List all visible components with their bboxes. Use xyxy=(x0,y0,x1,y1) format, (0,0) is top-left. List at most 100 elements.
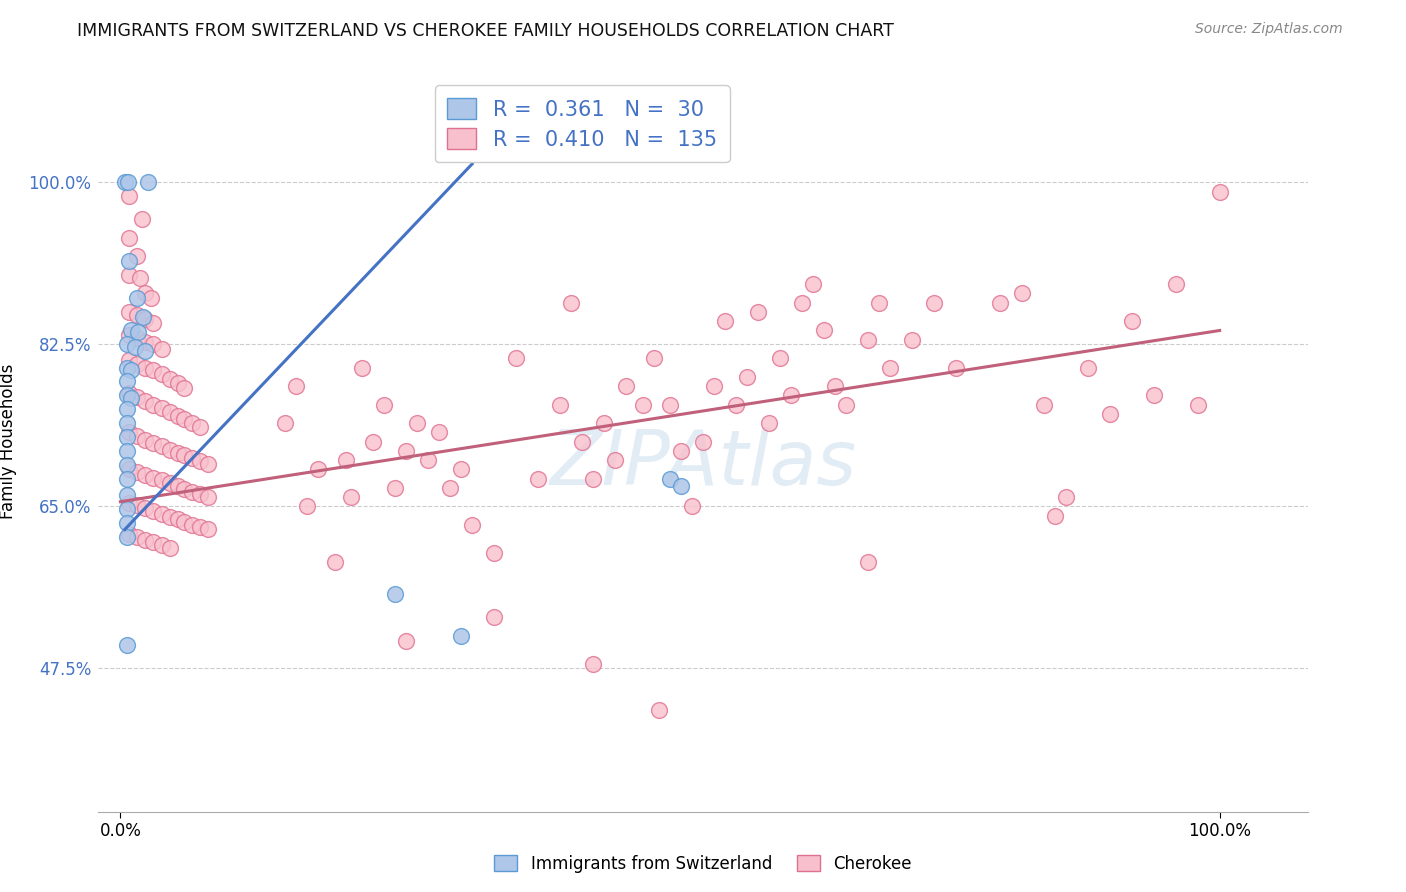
Y-axis label: Family Households: Family Households xyxy=(0,364,17,519)
Point xyxy=(127,326,149,340)
Point xyxy=(115,443,138,458)
Point xyxy=(735,369,758,384)
Point xyxy=(141,291,163,305)
Point xyxy=(125,530,148,544)
Point xyxy=(1187,397,1209,411)
Point xyxy=(384,587,406,601)
Point xyxy=(361,434,384,449)
Point xyxy=(571,434,593,449)
Point xyxy=(582,657,605,671)
Point xyxy=(659,471,682,485)
Point xyxy=(173,482,195,496)
Point xyxy=(395,633,418,648)
Point xyxy=(352,360,374,375)
Point xyxy=(118,254,141,268)
Point xyxy=(631,397,654,411)
Point xyxy=(120,391,142,405)
Point xyxy=(758,416,780,430)
Point xyxy=(603,453,626,467)
Point xyxy=(439,481,461,495)
Point xyxy=(1208,185,1230,199)
Point xyxy=(115,360,138,375)
Point xyxy=(150,538,173,552)
Point xyxy=(159,442,181,457)
Text: Source: ZipAtlas.com: Source: ZipAtlas.com xyxy=(1195,22,1343,37)
Point xyxy=(166,479,188,493)
Point xyxy=(142,397,165,411)
Point xyxy=(159,476,181,491)
Point xyxy=(1121,314,1143,328)
Point xyxy=(1077,360,1099,375)
Point xyxy=(692,434,714,449)
Legend: Immigrants from Switzerland, Cherokee: Immigrants from Switzerland, Cherokee xyxy=(488,848,918,880)
Point xyxy=(856,555,879,569)
Text: ZIPAtlas: ZIPAtlas xyxy=(550,426,856,500)
Point xyxy=(159,509,181,524)
Point xyxy=(115,530,138,544)
Point xyxy=(125,308,148,322)
Point xyxy=(188,487,211,501)
Point xyxy=(593,416,616,430)
Point xyxy=(180,451,202,466)
Point xyxy=(790,295,813,310)
Point xyxy=(835,397,858,411)
Point xyxy=(114,175,136,190)
Point xyxy=(120,363,142,377)
Point xyxy=(118,462,141,476)
Point xyxy=(142,363,165,377)
Point xyxy=(118,189,141,203)
Point xyxy=(1032,397,1054,411)
Point xyxy=(188,519,211,533)
Point xyxy=(1098,407,1121,421)
Point xyxy=(285,379,308,393)
Point xyxy=(747,305,769,319)
Point xyxy=(134,343,156,358)
Point xyxy=(582,471,605,485)
Point xyxy=(1143,388,1166,402)
Point xyxy=(681,500,703,514)
Point xyxy=(142,535,165,549)
Point xyxy=(120,324,142,338)
Point xyxy=(505,351,527,366)
Point xyxy=(395,443,418,458)
Point xyxy=(166,409,188,423)
Point xyxy=(1011,286,1033,301)
Point xyxy=(1043,508,1066,523)
Point xyxy=(125,249,148,264)
Point xyxy=(134,393,156,408)
Point xyxy=(901,333,924,347)
Point xyxy=(166,376,188,391)
Point xyxy=(340,490,363,504)
Point xyxy=(813,324,835,338)
Point xyxy=(115,638,138,652)
Point xyxy=(384,481,406,495)
Point xyxy=(159,541,181,555)
Point xyxy=(643,351,665,366)
Point xyxy=(150,367,173,381)
Point xyxy=(527,471,550,485)
Text: IMMIGRANTS FROM SWITZERLAND VS CHEROKEE FAMILY HOUSEHOLDS CORRELATION CHART: IMMIGRANTS FROM SWITZERLAND VS CHEROKEE … xyxy=(77,22,894,40)
Point xyxy=(648,703,671,717)
Point xyxy=(714,314,737,328)
Point xyxy=(780,388,803,402)
Point xyxy=(450,462,472,476)
Point xyxy=(159,371,181,385)
Point xyxy=(824,379,846,393)
Point xyxy=(879,360,901,375)
Point xyxy=(115,416,138,430)
Point xyxy=(118,305,141,319)
Point xyxy=(197,523,219,537)
Point xyxy=(125,390,148,404)
Point xyxy=(180,416,202,430)
Point xyxy=(115,471,138,485)
Point xyxy=(482,546,505,560)
Point xyxy=(118,495,141,509)
Point xyxy=(117,175,139,190)
Point xyxy=(118,425,141,440)
Point xyxy=(115,488,138,502)
Point xyxy=(406,416,429,430)
Point xyxy=(142,470,165,484)
Point xyxy=(1164,277,1187,292)
Point xyxy=(197,490,219,504)
Point xyxy=(669,443,692,458)
